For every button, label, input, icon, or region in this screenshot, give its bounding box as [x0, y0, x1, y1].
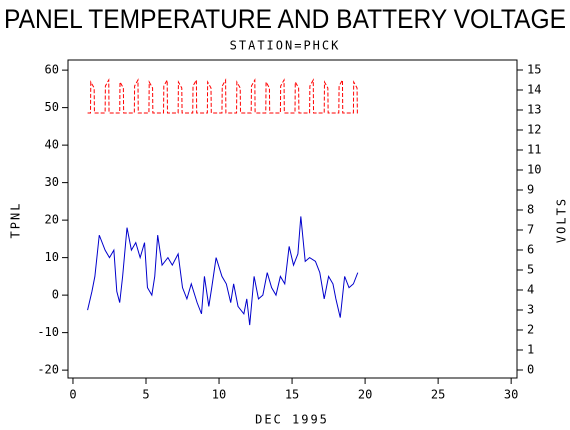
y-tick-label: 50 — [45, 100, 59, 114]
x-tick-label: 25 — [431, 388, 445, 402]
y2-tick-label: 15 — [527, 63, 541, 77]
y2-tick-label: 13 — [527, 103, 541, 117]
y2-tick-label: 7 — [527, 223, 534, 237]
voltage-line — [87, 78, 358, 114]
y-tick-label: 40 — [45, 138, 59, 152]
y2-tick-label: 6 — [527, 243, 534, 257]
y-tick-label: 10 — [45, 250, 59, 264]
y2-tick-label: 5 — [527, 263, 534, 277]
y2-tick-label: 3 — [527, 303, 534, 317]
y-tick-label: -20 — [37, 363, 59, 377]
chart-title: PANEL TEMPERATURE AND BATTERY VOLTAGE — [4, 4, 566, 34]
y2-tick-label: 11 — [527, 143, 541, 157]
x-tick-label: 5 — [142, 388, 149, 402]
plot-frame — [67, 59, 518, 379]
y-axis-label: TPNL — [9, 202, 23, 239]
y2-tick-label: 8 — [527, 203, 534, 217]
y2-tick-label: 10 — [527, 163, 541, 177]
y-tick-label: -10 — [37, 325, 59, 339]
x-tick-label: 20 — [358, 388, 372, 402]
y2-tick-label: 0 — [527, 363, 534, 377]
chart-subtitle: STATION=PHCK — [230, 39, 341, 53]
y-tick-label: 30 — [45, 175, 59, 189]
y2-tick-label: 14 — [527, 83, 541, 97]
y2-tick-label: 1 — [527, 343, 534, 357]
x-tick-label: 10 — [212, 388, 226, 402]
y2-axis-label: VOLTS — [555, 197, 569, 243]
y2-tick-label: 9 — [527, 183, 534, 197]
y2-tick-label: 12 — [527, 123, 541, 137]
x-tick-label: 15 — [285, 388, 299, 402]
x-axis-label: DEC 1995 — [255, 413, 329, 427]
y-tick-label: 0 — [52, 288, 59, 302]
temperature-line — [87, 216, 359, 326]
x-tick-label: 30 — [504, 388, 518, 402]
y2-tick-label: 4 — [527, 283, 534, 297]
y-tick-label: 60 — [45, 63, 59, 77]
x-tick-label: 0 — [69, 388, 76, 402]
y-tick-label: 20 — [45, 213, 59, 227]
y2-tick-label: 2 — [527, 323, 534, 337]
